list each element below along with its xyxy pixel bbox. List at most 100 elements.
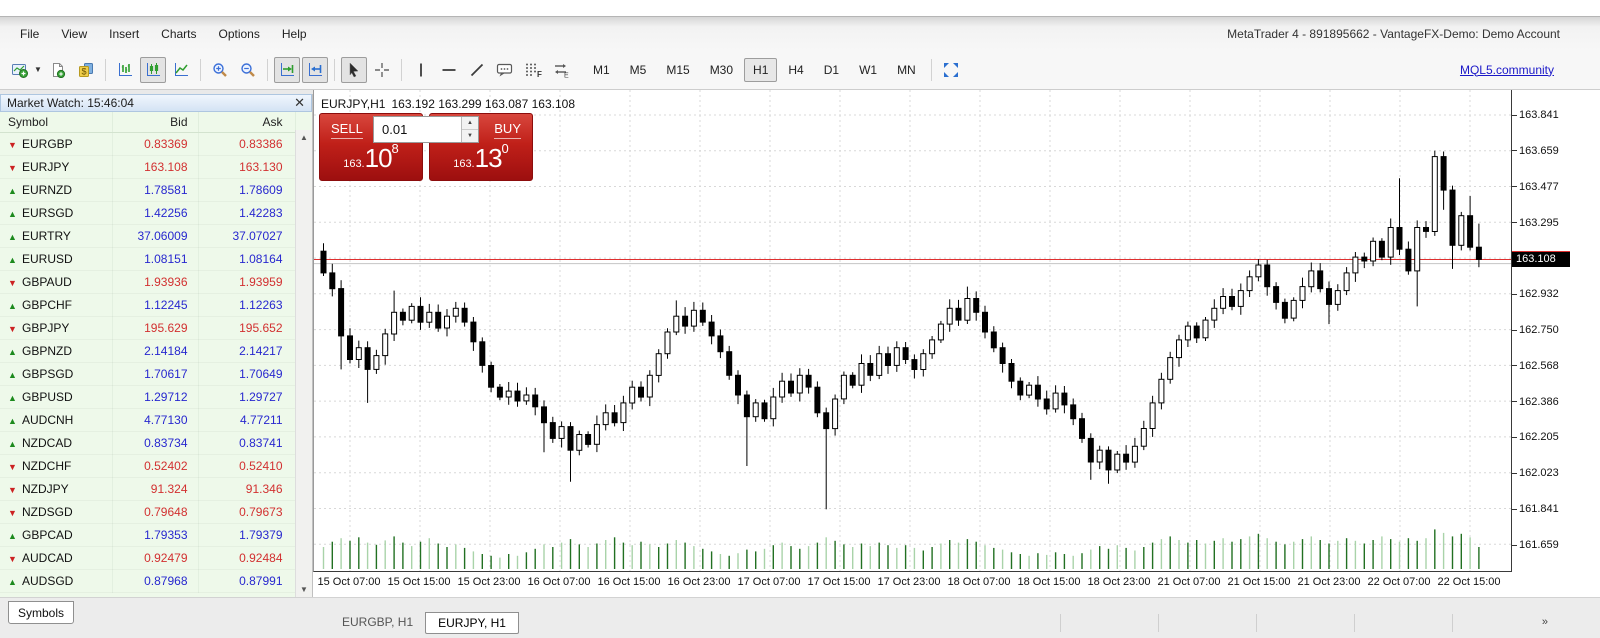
- arrow-up-icon: ▲: [8, 231, 17, 242]
- svg-text:E: E: [564, 72, 569, 78]
- text-label-icon[interactable]: [492, 57, 518, 83]
- symbols-icon[interactable]: $: [73, 57, 99, 83]
- menu-help[interactable]: Help: [281, 26, 307, 41]
- toolbar-separator: [334, 58, 335, 81]
- timeframe-M5[interactable]: M5: [629, 62, 647, 77]
- scroll-down-icon[interactable]: ▼: [300, 585, 308, 594]
- menu-insert[interactable]: Insert: [109, 26, 140, 41]
- market-watch-row-EURTRY[interactable]: ▲ EURTRY 37.06009 37.07027: [0, 224, 296, 247]
- cursor-icon[interactable]: [341, 56, 367, 83]
- arrow-up-icon: ▲: [8, 300, 17, 311]
- timeframe-M30[interactable]: M30: [709, 62, 734, 77]
- desktop-strip: [0, 0, 1600, 16]
- arrow-down-icon: ▼: [8, 507, 17, 518]
- window-title: MetaTrader 4 - 891895662 - VantageFX-Dem…: [1227, 26, 1560, 41]
- market-watch-row-GBPAUD[interactable]: ▼ GBPAUD 1.93936 1.93959: [0, 270, 296, 293]
- timeframe-MN[interactable]: MN: [897, 62, 916, 77]
- timeframe-D1[interactable]: D1: [823, 62, 840, 77]
- menu-view[interactable]: View: [61, 26, 88, 41]
- market-watch-row-AUDSGD[interactable]: ▲ AUDSGD 0.87968 0.87991: [0, 569, 296, 592]
- column-header-ask[interactable]: Ask: [198, 112, 296, 133]
- symbol-name: EURSGD: [22, 205, 74, 220]
- price-tick: [1512, 365, 1517, 366]
- auto-scroll-icon[interactable]: [274, 56, 300, 83]
- market-watch-row-AUDCAD[interactable]: ▼ AUDCAD 0.92479 0.92484: [0, 546, 296, 569]
- new-chart-dropdown-caret[interactable]: ▼: [34, 65, 42, 74]
- market-watch-row-EURGBP[interactable]: ▼ EURGBP 0.83369 0.83386: [0, 132, 296, 155]
- spinner-up-icon[interactable]: ▲: [462, 117, 478, 130]
- vertical-line-icon[interactable]: [408, 57, 434, 83]
- lot-size-input[interactable]: 0.01 ▲ ▼: [373, 116, 479, 143]
- market-watch-row-GBPNZD[interactable]: ▲ GBPNZD 2.14184 2.14217: [0, 339, 296, 362]
- trendline-icon[interactable]: [464, 57, 490, 83]
- timeframe-H4[interactable]: H4: [788, 62, 804, 77]
- current-price-marker: 163.108: [1512, 251, 1570, 267]
- market-watch-scrollbar[interactable]: ▲ ▼: [295, 130, 312, 597]
- close-icon[interactable]: ✕: [294, 95, 305, 110]
- column-header-bid[interactable]: Bid: [112, 112, 199, 133]
- ask-value: 1.78609: [198, 178, 296, 201]
- one-click-trading-widget: SELL 163.108 BUY 163.130 0.01 ▲ ▼: [319, 113, 533, 181]
- bid-value: 4.77130: [112, 408, 199, 431]
- new-profile-icon[interactable]: [45, 57, 71, 83]
- horizontal-line-icon[interactable]: [436, 57, 462, 83]
- menu-file[interactable]: File: [20, 26, 40, 41]
- price-axis-label: 163.295: [1519, 217, 1559, 229]
- chart-shift-icon[interactable]: [302, 56, 328, 83]
- tab-overflow-chevron[interactable]: »: [1541, 616, 1548, 628]
- menu-options[interactable]: Options: [218, 26, 260, 41]
- timeframe-H1[interactable]: H1: [744, 57, 778, 82]
- scroll-up-icon[interactable]: ▲: [300, 133, 308, 142]
- market-watch-row-EURNZD[interactable]: ▲ EURNZD 1.78581 1.78609: [0, 178, 296, 201]
- line-chart-icon[interactable]: [168, 57, 194, 83]
- timeframe-W1[interactable]: W1: [859, 62, 878, 77]
- timeframe-M15[interactable]: M15: [666, 62, 690, 77]
- svg-text:$: $: [81, 66, 86, 76]
- price-axis-label: 162.568: [1519, 360, 1559, 372]
- cycle-lines-icon[interactable]: E: [548, 57, 574, 83]
- tab-symbols[interactable]: Symbols: [8, 601, 74, 624]
- zoom-out-icon[interactable]: [235, 57, 261, 83]
- market-watch-row-EURJPY[interactable]: ▼ EURJPY 163.108 163.130: [0, 155, 296, 178]
- time-axis-label: 17 Oct 23:00: [877, 576, 941, 588]
- crosshair-icon[interactable]: [369, 57, 395, 83]
- market-watch-row-GBPSGD[interactable]: ▲ GBPSGD 1.70617 1.70649: [0, 362, 296, 385]
- new-chart-icon[interactable]: [7, 57, 33, 83]
- symbol-name: GBPCHF: [22, 297, 73, 312]
- market-watch-row-GBPJPY[interactable]: ▼ GBPJPY 195.629 195.652: [0, 316, 296, 339]
- sell-price: 163.108: [343, 141, 399, 173]
- symbol-name: GBPSGD: [22, 366, 74, 381]
- arrow-up-icon: ▲: [8, 208, 17, 219]
- time-axis[interactable]: 15 Oct 07:00 15 Oct 15:00 15 Oct 23:00 16 O…: [313, 572, 1511, 596]
- zoom-in-icon[interactable]: [207, 57, 233, 83]
- bar-chart-icon[interactable]: [112, 57, 138, 83]
- bottom-bar-separator: [1060, 614, 1061, 632]
- market-watch-row-EURUSD[interactable]: ▲ EURUSD 1.08151 1.08164: [0, 247, 296, 270]
- market-watch-row-NZDCAD[interactable]: ▲ NZDCAD 0.83734 0.83741: [0, 431, 296, 454]
- market-watch-row-EURSGD[interactable]: ▲ EURSGD 1.42256 1.42283: [0, 201, 296, 224]
- sell-button[interactable]: SELL 163.108: [319, 113, 423, 181]
- symbol-name: NZDCHF: [22, 458, 72, 473]
- mql5-community-link[interactable]: MQL5.community: [1459, 62, 1554, 77]
- market-watch-row-NZDJPY[interactable]: ▼ NZDJPY 91.324 91.346: [0, 477, 296, 500]
- fullscreen-icon[interactable]: [938, 57, 964, 83]
- market-watch-row-NZDCHF[interactable]: ▼ NZDCHF 0.52402 0.52410: [0, 454, 296, 477]
- market-watch-row-NZDSGD[interactable]: ▼ NZDSGD 0.79648 0.79673: [0, 500, 296, 523]
- price-tick: [1512, 509, 1517, 510]
- candlestick-chart-icon[interactable]: [140, 56, 166, 83]
- market-watch-row-AUDCNH[interactable]: ▲ AUDCNH 4.77130 4.77211: [0, 408, 296, 431]
- chart-tab-eurgbp-h1[interactable]: EURGBP, H1: [342, 615, 414, 629]
- menu-charts[interactable]: Charts: [161, 26, 197, 41]
- price-axis[interactable]: 163.108 163.841 163.659 163.477 163.295 162.…: [1511, 90, 1600, 597]
- spinner-down-icon[interactable]: ▼: [462, 130, 478, 142]
- timeframe-M1[interactable]: M1: [593, 62, 610, 77]
- column-header-symbol[interactable]: Symbol: [0, 112, 113, 133]
- chart-plot[interactable]: EURJPY,H1 163.192 163.299 163.087 163.108…: [313, 90, 1511, 572]
- fibonacci-icon[interactable]: F: [520, 57, 546, 83]
- arrow-down-icon: ▼: [8, 277, 17, 288]
- market-watch-row-GBPUSD[interactable]: ▲ GBPUSD 1.29712 1.29727: [0, 385, 296, 408]
- chart-tab-eurjpy-h1[interactable]: EURJPY, H1: [425, 612, 519, 634]
- market-watch-row-GBPCHF[interactable]: ▲ GBPCHF 1.12245 1.12263: [0, 293, 296, 316]
- ask-value: 1.70649: [198, 362, 296, 385]
- market-watch-row-GBPCAD[interactable]: ▲ GBPCAD 1.79353 1.79379: [0, 523, 296, 546]
